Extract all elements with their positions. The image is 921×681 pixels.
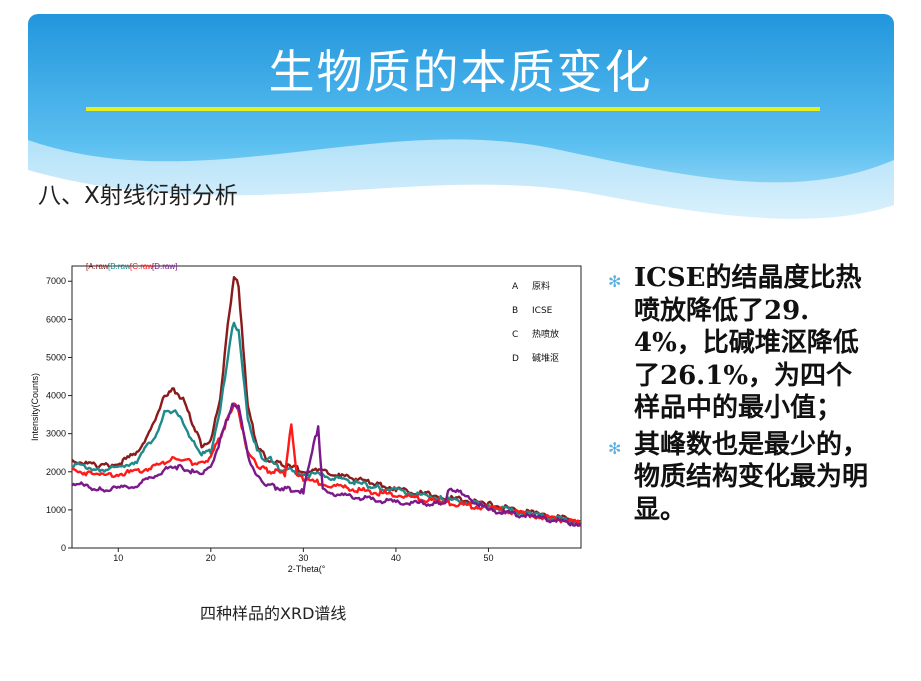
y-tick-label: 6000 <box>46 314 66 324</box>
x-tick-label: 30 <box>298 553 308 563</box>
bullet-text: ICSE的结晶度比热喷放降低了29.4%，比碱堆沤降低了26.1%，为四个样品中… <box>634 263 862 423</box>
series-line-D <box>71 402 582 527</box>
legend-label: 碱堆沤 <box>532 353 559 364</box>
file-tag: [D.raw] <box>152 262 177 271</box>
plot-frame <box>71 265 582 549</box>
bullet-text: 其峰数也是最少的，物质结构变化最为明显。 <box>634 429 869 525</box>
file-tag: [A.raw <box>86 262 109 271</box>
y-tick-label: 0 <box>61 543 66 553</box>
legend-key: A <box>512 282 519 292</box>
asterisk-bullet-icon: ✻ <box>608 272 622 291</box>
legend-label: ICSE <box>532 306 553 316</box>
y-tick-label: 7000 <box>46 276 66 286</box>
x-tick-label: 40 <box>391 553 401 563</box>
chart-series <box>71 276 583 527</box>
x-tick-label: 10 <box>113 553 123 563</box>
series-line-A <box>71 276 582 524</box>
x-axis-label: 2-Theta(° <box>288 564 326 574</box>
chart-axes: 0 1000 2000 3000 4000 5000 6000 7000 10 20 30 40 50 <box>46 265 582 563</box>
series-line-C <box>71 402 583 527</box>
bullet-item: ✻ ICSE的结晶度比热喷放降低了29.4%，比碱堆沤降低了26.1%，为四个样… <box>608 262 908 425</box>
bullet-item: ✻ 其峰数也是最少的，物质结构变化最为明显。 <box>608 429 908 527</box>
chart-labels: 2-Theta(° Intensity(Counts) [A.raw [B.raw [C… <box>30 262 559 574</box>
x-tick-label: 50 <box>483 553 493 563</box>
section-heading: 八、X射线衍射分析 <box>38 183 238 209</box>
legend-label: 热喷放 <box>532 328 559 340</box>
y-tick-label: 1000 <box>46 505 66 515</box>
asterisk-bullet-icon: ✻ <box>608 438 622 458</box>
bullet-list: ✻ ICSE的结晶度比热喷放降低了29.4%，比碱堆沤降低了26.1%，为四个样… <box>608 262 908 530</box>
y-tick-label: 3000 <box>46 429 66 439</box>
y-tick-label: 2000 <box>46 467 66 477</box>
legend-label: 原料 <box>532 280 550 292</box>
title-underline <box>86 107 820 111</box>
title-banner <box>28 14 894 240</box>
legend-key: C <box>512 330 518 340</box>
file-tag: [B.raw <box>108 262 131 271</box>
y-axis-label: Intensity(Counts) <box>30 373 40 441</box>
y-tick-label: 5000 <box>46 352 66 362</box>
y-tick-label: 4000 <box>46 391 66 401</box>
legend-key: D <box>512 354 519 364</box>
slide-title: 生物质的本质变化 <box>268 45 653 99</box>
x-tick-label: 20 <box>206 553 216 563</box>
chart-caption: 四种样品的XRD谱线 <box>200 604 347 623</box>
file-tag: [C.raw <box>130 262 153 271</box>
legend-key: B <box>512 306 518 316</box>
